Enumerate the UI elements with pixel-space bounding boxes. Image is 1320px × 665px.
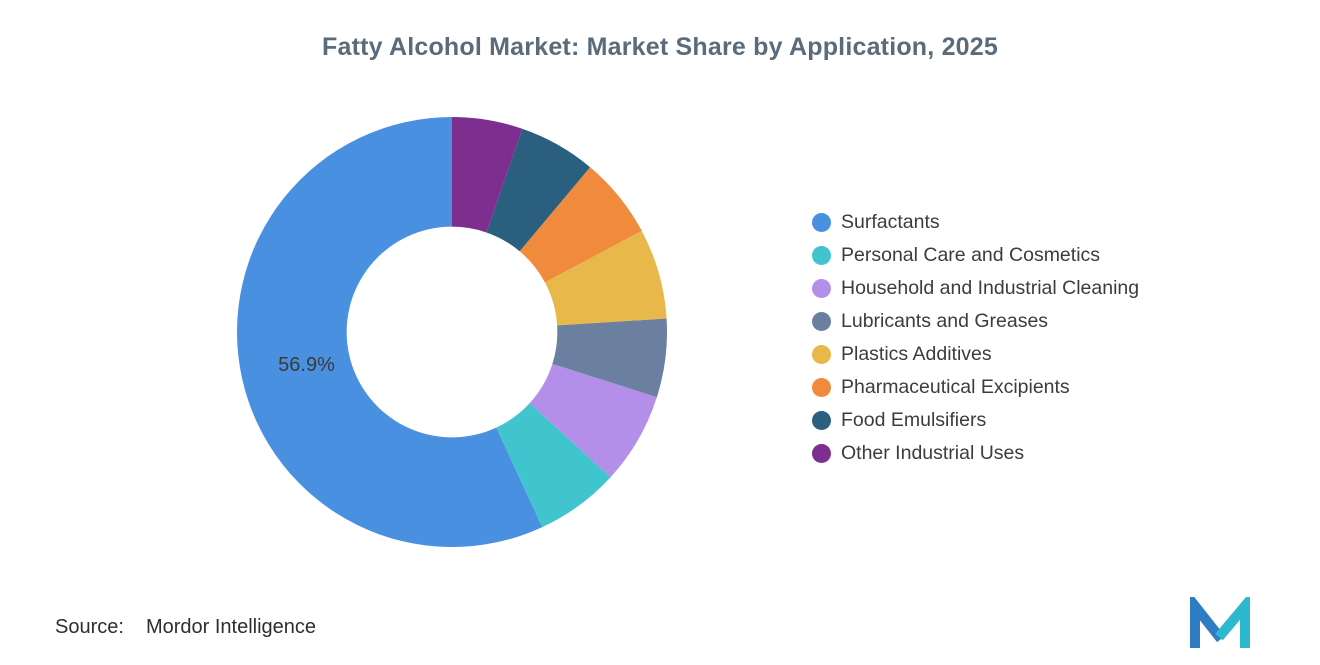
legend-marker-icon [812,312,831,331]
legend-label: Pharmaceutical Excipients [841,376,1070,398]
legend-item-household-and-industrial-cleaning: Household and Industrial Cleaning [812,272,1139,305]
pie-segment-value-label: 56.9% [278,354,335,376]
legend-marker-icon [812,246,831,265]
legend-marker-icon [812,444,831,463]
legend-item-other-industrial-uses: Other Industrial Uses [812,437,1139,470]
legend-item-food-emulsifiers: Food Emulsifiers [812,404,1139,437]
pie-segment-other-industrial-uses [452,117,523,233]
mordor-intelligence-logo-icon [1188,591,1252,651]
pie-segment-household-and-industrial-cleaning [529,363,657,478]
pie-segment-plastics-additives [544,230,667,326]
legend-item-pharmaceutical-excipients: Pharmaceutical Excipients [812,371,1139,404]
legend-label: Plastics Additives [841,343,992,365]
pie-segment-surfactants [236,117,543,547]
source-label: Source: [55,616,124,638]
pie-segment-lubricants-and-greases [552,318,667,398]
source-row: Source: Mordor Intelligence [55,616,316,639]
pie-segment-personal-care-and-cosmetics [496,403,611,528]
legend-label: Surfactants [841,211,940,233]
chart-title: Fatty Alcohol Market: Market Share by Ap… [322,33,998,61]
legend-label: Household and Industrial Cleaning [841,277,1140,299]
pie-segment-pharmaceutical-excipients [519,167,642,283]
logo-right-stroke [1215,592,1250,648]
source-value: Mordor Intelligence [145,616,317,638]
legend-label: Lubricants and Greases [841,310,1049,332]
donut-chart: 56.9% [236,117,667,547]
legend-marker-icon [812,345,831,364]
legend-item-surfactants: Surfactants [812,206,1139,239]
legend: Surfactants Personal Care and Cosmetics Ho… [812,206,1139,470]
logo-left-stroke [1190,591,1225,648]
legend-label: Food Emulsifiers [841,409,987,431]
pie-segment-food-emulsifiers [486,128,591,252]
legend-item-plastics-additives: Plastics Additives [812,338,1139,371]
donut-svg: 56.9% [236,117,667,547]
legend-marker-icon [812,411,831,430]
legend-item-lubricants-and-greases: Lubricants and Greases [812,305,1139,338]
legend-label: Personal Care and Cosmetics [841,244,1101,266]
legend-marker-icon [812,213,831,232]
legend-marker-icon [812,378,831,397]
legend-label: Other Industrial Uses [841,442,1025,464]
legend-item-personal-care-and-cosmetics: Personal Care and Cosmetics [812,239,1139,272]
legend-marker-icon [812,279,831,298]
